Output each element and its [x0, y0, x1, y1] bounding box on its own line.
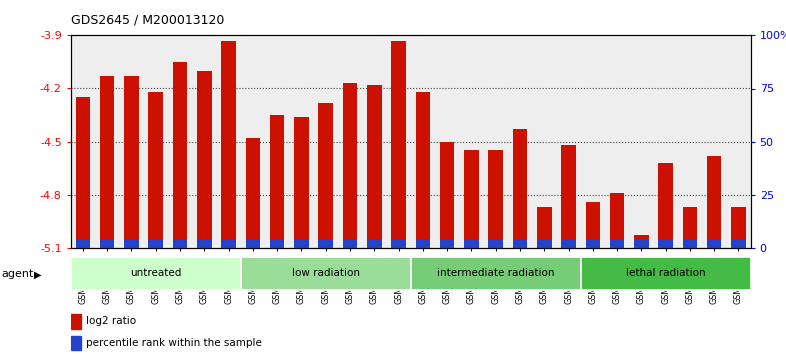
Bar: [197, 71, 211, 248]
Bar: [245, 138, 260, 248]
Bar: [241, 257, 410, 290]
Bar: [537, 240, 552, 248]
Bar: [197, 240, 211, 248]
Bar: [100, 76, 115, 248]
Bar: [561, 145, 576, 248]
Bar: [367, 85, 381, 248]
Text: lethal radiation: lethal radiation: [626, 268, 706, 278]
Bar: [512, 240, 527, 248]
Bar: [488, 240, 503, 248]
Bar: [75, 97, 90, 248]
Bar: [586, 240, 600, 248]
Text: untreated: untreated: [130, 268, 182, 278]
Text: intermediate radiation: intermediate radiation: [437, 268, 554, 278]
Bar: [173, 62, 187, 248]
Bar: [270, 240, 285, 248]
Bar: [343, 240, 358, 248]
Bar: [71, 314, 81, 329]
Bar: [659, 240, 673, 248]
Bar: [391, 240, 406, 248]
Bar: [488, 150, 503, 248]
Bar: [610, 240, 624, 248]
Bar: [440, 240, 454, 248]
Bar: [464, 240, 479, 248]
Bar: [71, 257, 241, 290]
Text: GDS2645 / M200013120: GDS2645 / M200013120: [71, 13, 224, 26]
Bar: [100, 240, 115, 248]
Bar: [537, 207, 552, 248]
Bar: [561, 240, 576, 248]
Bar: [683, 207, 697, 248]
Bar: [683, 240, 697, 248]
Bar: [343, 83, 358, 248]
Bar: [391, 41, 406, 248]
Bar: [149, 240, 163, 248]
Bar: [245, 240, 260, 248]
Bar: [294, 117, 309, 248]
Bar: [731, 240, 746, 248]
Bar: [659, 163, 673, 248]
Bar: [71, 336, 81, 350]
Bar: [367, 240, 381, 248]
Bar: [707, 240, 722, 248]
Bar: [610, 193, 624, 248]
Bar: [270, 115, 285, 248]
Bar: [416, 92, 430, 248]
Text: ▶: ▶: [34, 269, 42, 279]
Bar: [707, 156, 722, 248]
Text: agent: agent: [2, 269, 34, 279]
Bar: [410, 257, 581, 290]
Bar: [731, 207, 746, 248]
Text: percentile rank within the sample: percentile rank within the sample: [86, 338, 262, 348]
Text: low radiation: low radiation: [292, 268, 360, 278]
Bar: [464, 150, 479, 248]
Bar: [222, 240, 236, 248]
Bar: [318, 103, 333, 248]
Bar: [124, 76, 138, 248]
Bar: [149, 92, 163, 248]
Bar: [294, 240, 309, 248]
Bar: [440, 142, 454, 248]
Bar: [173, 240, 187, 248]
Bar: [416, 240, 430, 248]
Bar: [634, 235, 648, 248]
Bar: [318, 240, 333, 248]
Bar: [512, 129, 527, 248]
Bar: [586, 202, 600, 248]
Bar: [75, 240, 90, 248]
Bar: [581, 257, 751, 290]
Text: log2 ratio: log2 ratio: [86, 316, 136, 326]
Bar: [124, 240, 138, 248]
Bar: [634, 240, 648, 248]
Bar: [222, 41, 236, 248]
